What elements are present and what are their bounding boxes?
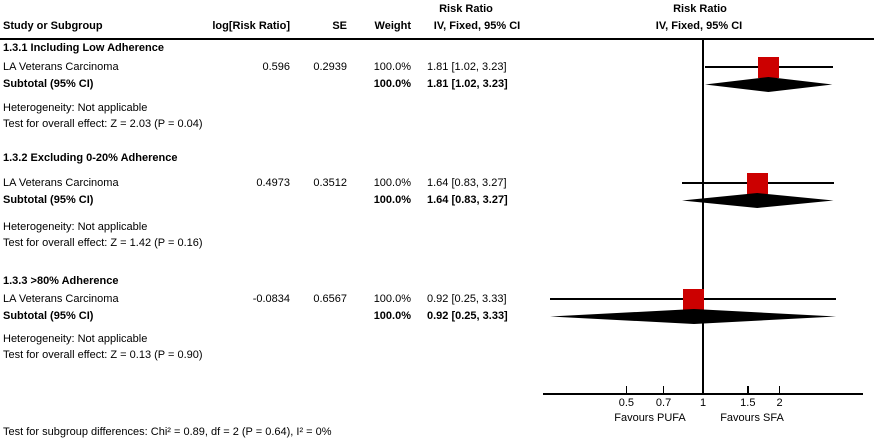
study-log-risk-ratio: 0.596 <box>262 61 290 73</box>
subtotal-label: Subtotal (95% CI) <box>3 310 94 322</box>
study-log-risk-ratio: -0.0834 <box>252 293 290 305</box>
subtotal-ci-estimate: 1.64 [0.83, 3.27] <box>427 194 508 206</box>
axis-tick <box>625 386 628 393</box>
heterogeneity-note: Heterogeneity: Not applicable <box>3 102 148 114</box>
study-se: 0.3512 <box>313 177 347 189</box>
method-header-left: IV, Fixed, 95% CI <box>433 20 521 32</box>
study-weight: 100.0% <box>373 61 411 73</box>
study-weight: 100.0% <box>373 293 411 305</box>
subgroup-title: 1.3.2 Excluding 0-20% Adherence <box>3 152 178 164</box>
header-divider-line <box>0 38 874 40</box>
study-name: LA Veterans Carcinoma <box>3 61 119 73</box>
favours-left-label: Favours PUFA <box>614 412 686 424</box>
overall-effect-note: Test for overall effect: Z = 1.42 (P = 0… <box>3 237 203 249</box>
column-header-se: SE <box>332 20 347 32</box>
column-header-study: Study or Subgroup <box>3 20 103 32</box>
overall-effect-note: Test for overall effect: Z = 2.03 (P = 0… <box>3 118 203 130</box>
subtotal-label: Subtotal (95% CI) <box>3 194 94 206</box>
study-ci-estimate: 1.81 [1.02, 3.23] <box>427 61 507 73</box>
subtotal-weight: 100.0% <box>373 310 411 322</box>
axis-tick <box>662 386 665 393</box>
axis-tick <box>702 386 704 393</box>
favours-right-label: Favours SFA <box>720 412 784 424</box>
column-header-weight: Weight <box>374 20 411 32</box>
axis-tick-label: 0.7 <box>655 397 672 409</box>
study-se: 0.6567 <box>313 293 347 305</box>
axis-tick <box>778 386 781 393</box>
axis-tick-label: 1.5 <box>740 397 756 409</box>
heterogeneity-note: Heterogeneity: Not applicable <box>3 221 148 233</box>
effect-measure-header-right: Risk Ratio <box>673 3 727 15</box>
study-name: LA Veterans Carcinoma <box>3 177 119 189</box>
overall-effect-note: Test for overall effect: Z = 0.13 (P = 0… <box>3 349 203 361</box>
ci-square-marker <box>683 288 705 310</box>
study-weight: 100.0% <box>373 177 411 189</box>
subtotal-ci-estimate: 1.81 [1.02, 3.23] <box>427 78 508 90</box>
column-header-log-risk-ratio: log[Risk Ratio] <box>212 20 290 32</box>
study-ci-estimate: 1.64 [0.83, 3.27] <box>427 177 507 189</box>
axis-tick-label: 2 <box>776 397 783 409</box>
study-log-risk-ratio: 0.4973 <box>256 177 290 189</box>
heterogeneity-note: Heterogeneity: Not applicable <box>3 333 148 345</box>
subtotal-diamond <box>682 192 834 208</box>
subgroup-title: 1.3.1 Including Low Adherence <box>3 42 164 54</box>
no-effect-reference-line <box>702 40 704 395</box>
subtotal-ci-estimate: 0.92 [0.25, 3.33] <box>427 310 508 322</box>
method-header-right: IV, Fixed, 95% CI <box>655 20 743 32</box>
subgroup-differences-note: Test for subgroup differences: Chi² = 0.… <box>3 426 332 438</box>
ci-square-marker <box>758 56 780 78</box>
axis-tick <box>747 386 749 393</box>
x-axis-line <box>543 393 863 395</box>
axis-tick-label: 0.5 <box>618 397 635 409</box>
study-se: 0.2939 <box>313 61 347 73</box>
effect-measure-header-left: Risk Ratio <box>439 3 493 15</box>
subgroup-title: 1.3.3 >80% Adherence <box>3 275 119 287</box>
axis-tick-label: 1 <box>699 397 707 409</box>
subtotal-diamond <box>549 308 836 324</box>
subtotal-diamond <box>705 76 833 92</box>
subtotal-label: Subtotal (95% CI) <box>3 78 94 90</box>
subtotal-weight: 100.0% <box>373 78 411 90</box>
study-name: LA Veterans Carcinoma <box>3 293 119 305</box>
ci-square-marker <box>747 172 769 194</box>
study-ci-estimate: 0.92 [0.25, 3.33] <box>427 293 507 305</box>
subtotal-weight: 100.0% <box>373 194 411 206</box>
